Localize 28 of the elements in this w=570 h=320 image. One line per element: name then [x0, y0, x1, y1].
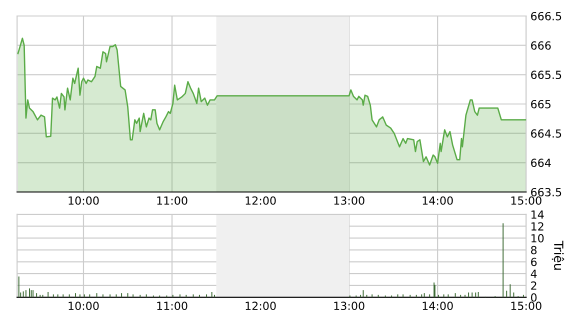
y-tick-label: 2	[531, 281, 536, 290]
x-tick-label: 13:00	[334, 302, 364, 310]
x-tick-label: 11:00	[157, 302, 188, 310]
y-tick-label: 0	[531, 293, 537, 302]
x-tick-label: 15:00	[511, 196, 542, 205]
y-tick-label: 14	[531, 210, 544, 219]
x-tick-label: 10:00	[68, 196, 99, 205]
y-tick-label: 12	[531, 222, 544, 230]
y-tick-label: 663.5	[531, 188, 562, 196]
y-tick-label: 666.5	[531, 12, 562, 20]
y-tick-label: 665	[531, 100, 551, 108]
x-tick-label: 13:00	[334, 196, 364, 205]
x-tick-label: 10:00	[68, 302, 99, 310]
x-tick-label: 12:00	[246, 302, 276, 310]
x-tick-label: 11:00	[157, 196, 188, 205]
x-tick-label: 14:00	[422, 196, 453, 205]
y-tick-label: 10	[531, 234, 544, 242]
y-tick-label: 664	[531, 158, 551, 168]
y-tick-label: 664.5	[531, 129, 562, 138]
x-tick-label: 14:00	[422, 302, 453, 310]
x-tick-label: 15:00	[511, 302, 542, 310]
y-tick-label: 6	[531, 258, 537, 266]
y-tick-label: 8	[531, 246, 537, 254]
y-tick-label: 4	[530, 270, 537, 278]
x-tick-label: 12:00	[246, 196, 276, 205]
y-tick-label: 665.5	[531, 70, 562, 80]
y2-axis-title: Triệu	[552, 240, 564, 270]
y-tick-label: 666	[531, 41, 551, 50]
